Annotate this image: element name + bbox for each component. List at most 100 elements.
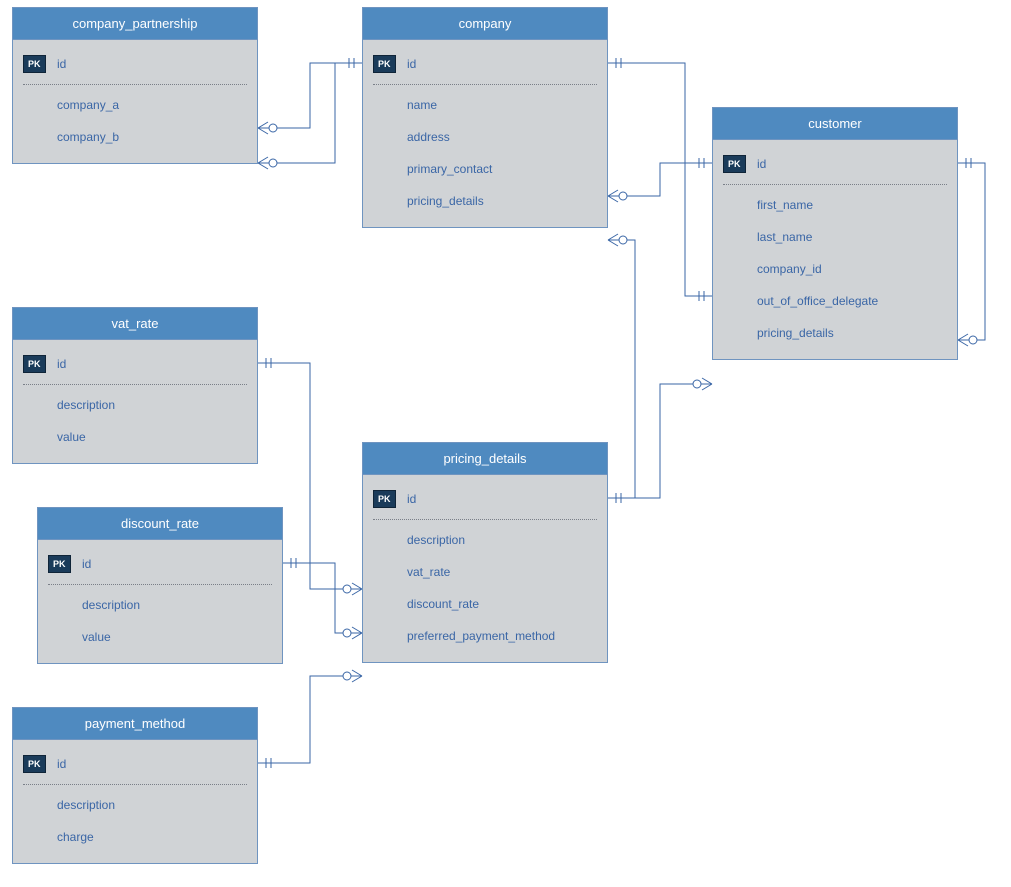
entity-company_partnership: company_partnership PK id company_a company_…: [12, 7, 258, 164]
field-row: value: [13, 421, 257, 453]
pk-cell: PK: [23, 755, 57, 773]
field-name: id: [757, 157, 947, 171]
field-row: pricing_details: [363, 185, 607, 217]
entity-body: PK id description value: [13, 340, 257, 463]
field-name: id: [407, 492, 597, 506]
pk-separator: [723, 184, 947, 185]
field-row: pricing_details: [713, 317, 957, 349]
field-row: value: [38, 621, 282, 653]
field-name: company_id: [757, 262, 947, 276]
entity-payment_method: payment_method PK id description charge: [12, 707, 258, 864]
field-name: id: [57, 357, 247, 371]
field-name: discount_rate: [407, 597, 597, 611]
edge: [258, 676, 362, 763]
entity-body: PK id description charge: [13, 740, 257, 863]
entity-header: payment_method: [13, 708, 257, 740]
field-name: pricing_details: [407, 194, 597, 208]
field-row: discount_rate: [363, 588, 607, 620]
pk-badge-icon: PK: [48, 555, 71, 573]
pk-badge-icon: PK: [723, 155, 746, 173]
field-row: last_name: [713, 221, 957, 253]
field-row: preferred_payment_method: [363, 620, 607, 652]
entity-header: company_partnership: [13, 8, 257, 40]
field-name: value: [82, 630, 272, 644]
entity-vat_rate: vat_rate PK id description value: [12, 307, 258, 464]
entity-body: PK id first_name last_name company_id out_of_…: [713, 140, 957, 359]
entity-header: discount_rate: [38, 508, 282, 540]
field-name: company_a: [57, 98, 247, 112]
field-row: PK id: [38, 546, 282, 582]
pk-badge-icon: PK: [23, 55, 46, 73]
edge: [258, 63, 362, 163]
pk-cell: PK: [723, 155, 757, 173]
field-name: id: [407, 57, 597, 71]
edge: [608, 163, 712, 196]
field-row: name: [363, 89, 607, 121]
pk-badge-icon: PK: [373, 55, 396, 73]
field-name: pricing_details: [757, 326, 947, 340]
entity-body: PK id description vat_rate discount_ratepref…: [363, 475, 607, 662]
field-row: vat_rate: [363, 556, 607, 588]
field-row: company_a: [13, 89, 257, 121]
field-row: out_of_office_delegate: [713, 285, 957, 317]
field-name: address: [407, 130, 597, 144]
field-name: last_name: [757, 230, 947, 244]
pk-cell: PK: [373, 55, 407, 73]
field-name: id: [82, 557, 272, 571]
field-row: company_id: [713, 253, 957, 285]
pk-separator: [23, 384, 247, 385]
field-row: PK id: [713, 146, 957, 182]
field-name: preferred_payment_method: [407, 629, 597, 643]
field-name: description: [57, 798, 247, 812]
pk-separator: [373, 84, 597, 85]
field-row: description: [13, 789, 257, 821]
field-row: PK id: [13, 46, 257, 82]
pk-badge-icon: PK: [23, 755, 46, 773]
pk-cell: PK: [23, 55, 57, 73]
field-row: description: [363, 524, 607, 556]
pk-separator: [48, 584, 272, 585]
field-row: PK id: [363, 481, 607, 517]
pk-cell: PK: [23, 355, 57, 373]
edge: [958, 163, 985, 340]
pk-separator: [23, 784, 247, 785]
entity-body: PK id company_a company_b: [13, 40, 257, 163]
entity-body: PK id name address primary_contact pricing_de…: [363, 40, 607, 227]
field-row: primary_contact: [363, 153, 607, 185]
field-name: vat_rate: [407, 565, 597, 579]
field-name: id: [57, 57, 247, 71]
field-row: first_name: [713, 189, 957, 221]
field-row: description: [13, 389, 257, 421]
field-name: name: [407, 98, 597, 112]
field-name: description: [407, 533, 597, 547]
pk-badge-icon: PK: [23, 355, 46, 373]
entity-header: pricing_details: [363, 443, 607, 475]
field-name: out_of_office_delegate: [757, 294, 947, 308]
pk-cell: PK: [48, 555, 82, 573]
pk-badge-icon: PK: [373, 490, 396, 508]
field-name: charge: [57, 830, 247, 844]
edge: [608, 240, 635, 498]
edge: [283, 563, 362, 633]
field-name: id: [57, 757, 247, 771]
field-name: value: [57, 430, 247, 444]
entity-pricing_details: pricing_details PK id description vat_ratedi…: [362, 442, 608, 663]
field-name: company_b: [57, 130, 247, 144]
field-row: charge: [13, 821, 257, 853]
entity-body: PK id description value: [38, 540, 282, 663]
pk-separator: [373, 519, 597, 520]
entity-company: companyPKidnameaddressprimary_contactpri…: [362, 7, 608, 228]
entity-discount_rate: discount_rate PK id description value: [37, 507, 283, 664]
pk-separator: [23, 84, 247, 85]
field-row: description: [38, 589, 282, 621]
entity-header: customer: [713, 108, 957, 140]
edge: [258, 63, 362, 128]
entity-header: vat_rate: [13, 308, 257, 340]
field-row: PK id: [13, 346, 257, 382]
field-row: company_b: [13, 121, 257, 153]
edge: [608, 63, 712, 296]
edge: [608, 384, 712, 498]
field-name: description: [57, 398, 247, 412]
field-name: first_name: [757, 198, 947, 212]
field-name: primary_contact: [407, 162, 597, 176]
